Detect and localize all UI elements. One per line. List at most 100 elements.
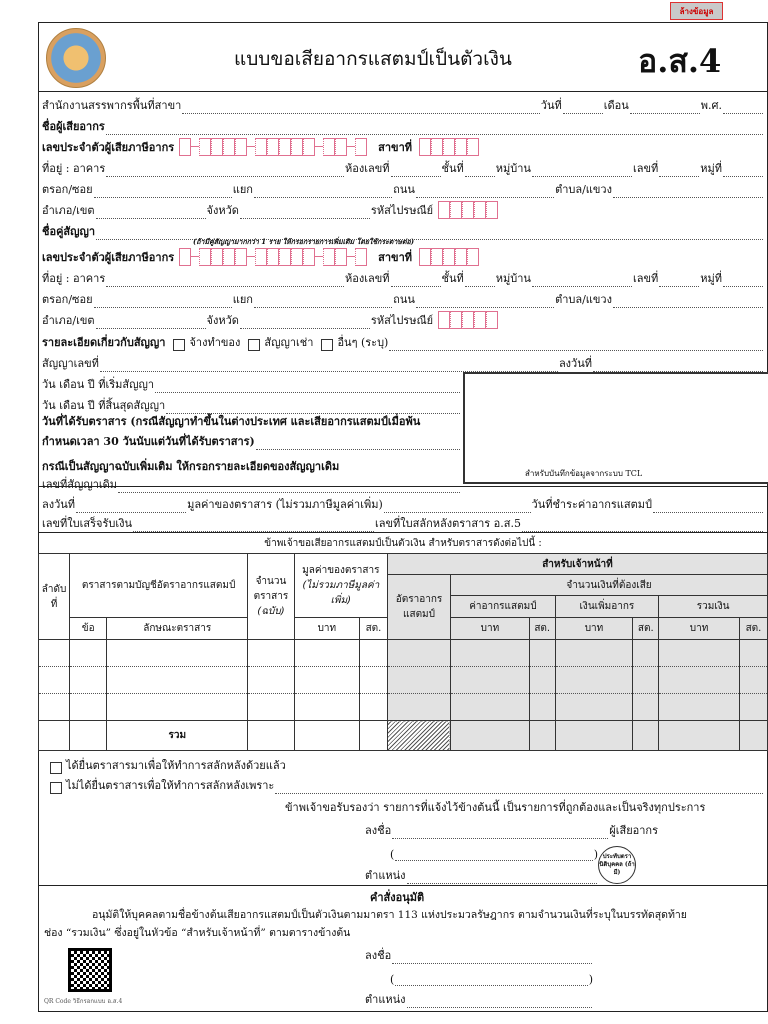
pay-date-field[interactable] bbox=[653, 501, 763, 513]
soi-field[interactable] bbox=[93, 186, 232, 198]
province-field[interactable] bbox=[239, 317, 370, 329]
counterparty-name-field[interactable] bbox=[96, 228, 763, 240]
subdistrict-field[interactable] bbox=[612, 296, 763, 308]
printed-name-field[interactable] bbox=[395, 849, 593, 861]
room-field[interactable] bbox=[390, 165, 441, 177]
label: ชั้นที่ bbox=[441, 162, 464, 175]
position-field[interactable] bbox=[406, 872, 597, 884]
start-date-field[interactable] bbox=[155, 381, 460, 393]
month-field[interactable] bbox=[629, 102, 700, 114]
district-field[interactable] bbox=[95, 207, 206, 219]
label: อำเภอ/เขต bbox=[42, 314, 95, 327]
postcode-input[interactable] bbox=[438, 201, 499, 219]
cell[interactable] bbox=[37, 666, 71, 694]
lease-checkbox[interactable] bbox=[248, 339, 261, 351]
village-field[interactable] bbox=[531, 165, 632, 177]
label: ไม่ได้ยื่นตราสารเพื่อให้ทำการสลักหลังเพร… bbox=[66, 779, 275, 792]
cell[interactable] bbox=[69, 639, 108, 667]
received-date-field[interactable] bbox=[255, 438, 460, 450]
soi-field[interactable] bbox=[93, 296, 232, 308]
signed-date-field[interactable] bbox=[593, 360, 763, 372]
cell[interactable] bbox=[247, 639, 295, 667]
label: ได้ยื่นตราสารมาเพื่อให้ทำการสลักหลังด้วย… bbox=[66, 759, 286, 772]
name-row: () bbox=[390, 848, 598, 861]
not-submitted-checkbox[interactable] bbox=[50, 782, 62, 794]
branch-no-input[interactable] bbox=[419, 138, 479, 156]
village-field[interactable] bbox=[531, 275, 632, 287]
no-field[interactable] bbox=[659, 275, 700, 287]
cell[interactable] bbox=[69, 693, 108, 721]
submitted-checkbox[interactable] bbox=[50, 762, 62, 774]
label: วันที่ bbox=[540, 99, 562, 112]
value-field[interactable] bbox=[383, 501, 531, 513]
label: ชื่อผู้เสียอากร bbox=[42, 120, 105, 133]
label: แยก bbox=[232, 293, 253, 306]
cell[interactable] bbox=[37, 639, 71, 667]
cell[interactable] bbox=[293, 693, 360, 721]
cell[interactable] bbox=[106, 639, 249, 667]
cell[interactable] bbox=[247, 666, 295, 694]
signature-field[interactable] bbox=[392, 827, 609, 839]
label: หมู่บ้าน bbox=[495, 272, 531, 285]
reason-field[interactable] bbox=[275, 782, 763, 794]
cell[interactable] bbox=[106, 693, 249, 721]
receipt-no-field[interactable] bbox=[133, 520, 375, 532]
no-field[interactable] bbox=[659, 165, 700, 177]
cell[interactable] bbox=[293, 720, 360, 751]
counterparty-branch-input[interactable] bbox=[419, 248, 479, 266]
cell[interactable] bbox=[247, 720, 295, 751]
building-field[interactable] bbox=[106, 165, 345, 177]
moo-field[interactable] bbox=[723, 165, 763, 177]
other-checkbox[interactable] bbox=[321, 339, 334, 351]
counterparty-tax-id-input[interactable] bbox=[179, 248, 368, 266]
total-money-header: รวมเงิน bbox=[658, 595, 768, 618]
clear-data-button[interactable]: ล้างข้อมูล bbox=[670, 2, 723, 20]
other-field[interactable] bbox=[389, 339, 763, 351]
approver-name-field[interactable] bbox=[395, 974, 588, 986]
cell[interactable] bbox=[293, 666, 360, 694]
qr-code-icon[interactable] bbox=[68, 948, 112, 992]
approver-position-field[interactable] bbox=[406, 996, 592, 1008]
approver-signature-field[interactable] bbox=[392, 952, 592, 964]
postcode-input[interactable] bbox=[438, 311, 499, 329]
label: อื่นๆ (ระบุ) bbox=[337, 336, 389, 349]
junction-field[interactable] bbox=[253, 296, 393, 308]
tax-id-input[interactable] bbox=[179, 138, 368, 156]
orig-no-field[interactable] bbox=[118, 481, 460, 493]
cell[interactable] bbox=[37, 693, 71, 721]
cell[interactable] bbox=[358, 693, 388, 721]
date-field[interactable] bbox=[562, 102, 603, 114]
cp-address-row-1: ที่อยู่ : อาคาร ห้องเลขที่ ชั้นที่ หมู่บ้าน… bbox=[42, 271, 764, 287]
hire-checkbox[interactable] bbox=[173, 339, 186, 351]
cell[interactable] bbox=[106, 666, 249, 694]
branch-field[interactable] bbox=[182, 102, 540, 114]
province-field[interactable] bbox=[239, 207, 370, 219]
stamp-duty-table: ลำดับที่ ตราสารตามบัญชีอัตราอากรแสตมป์ จำน… bbox=[37, 553, 768, 751]
contract-number-field[interactable] bbox=[99, 360, 558, 372]
room-field[interactable] bbox=[390, 275, 441, 287]
end-date-field[interactable] bbox=[166, 402, 460, 414]
junction-field[interactable] bbox=[253, 186, 393, 198]
district-field[interactable] bbox=[95, 317, 206, 329]
label: เลขที่ใบสลักหลังตราสาร อ.ส.5 bbox=[375, 517, 521, 530]
road-field[interactable] bbox=[415, 296, 555, 308]
cell[interactable] bbox=[358, 666, 388, 694]
floor-field[interactable] bbox=[464, 165, 495, 177]
certify-text: ข้าพเจ้าขอรับรองว่า รายการที่แจ้งไว้ข้าง… bbox=[285, 801, 706, 814]
floor-field[interactable] bbox=[464, 275, 495, 287]
cell[interactable] bbox=[358, 720, 388, 751]
cell[interactable] bbox=[69, 666, 108, 694]
cell[interactable] bbox=[247, 693, 295, 721]
taxpayer-name-field[interactable] bbox=[105, 123, 763, 135]
cell bbox=[632, 693, 660, 721]
subdistrict-field[interactable] bbox=[612, 186, 763, 198]
orig-signed-field[interactable] bbox=[76, 501, 187, 513]
stamp-no-field[interactable] bbox=[521, 520, 764, 532]
building-field[interactable] bbox=[106, 275, 345, 287]
year-field[interactable] bbox=[723, 102, 763, 114]
cell[interactable] bbox=[293, 639, 360, 667]
cell[interactable] bbox=[358, 639, 388, 667]
moo-field[interactable] bbox=[723, 275, 763, 287]
road-field[interactable] bbox=[415, 186, 555, 198]
label: วันที่ได้รับตราสาร (กรณีสัญญาทำขึ้นในต่า… bbox=[42, 415, 421, 428]
